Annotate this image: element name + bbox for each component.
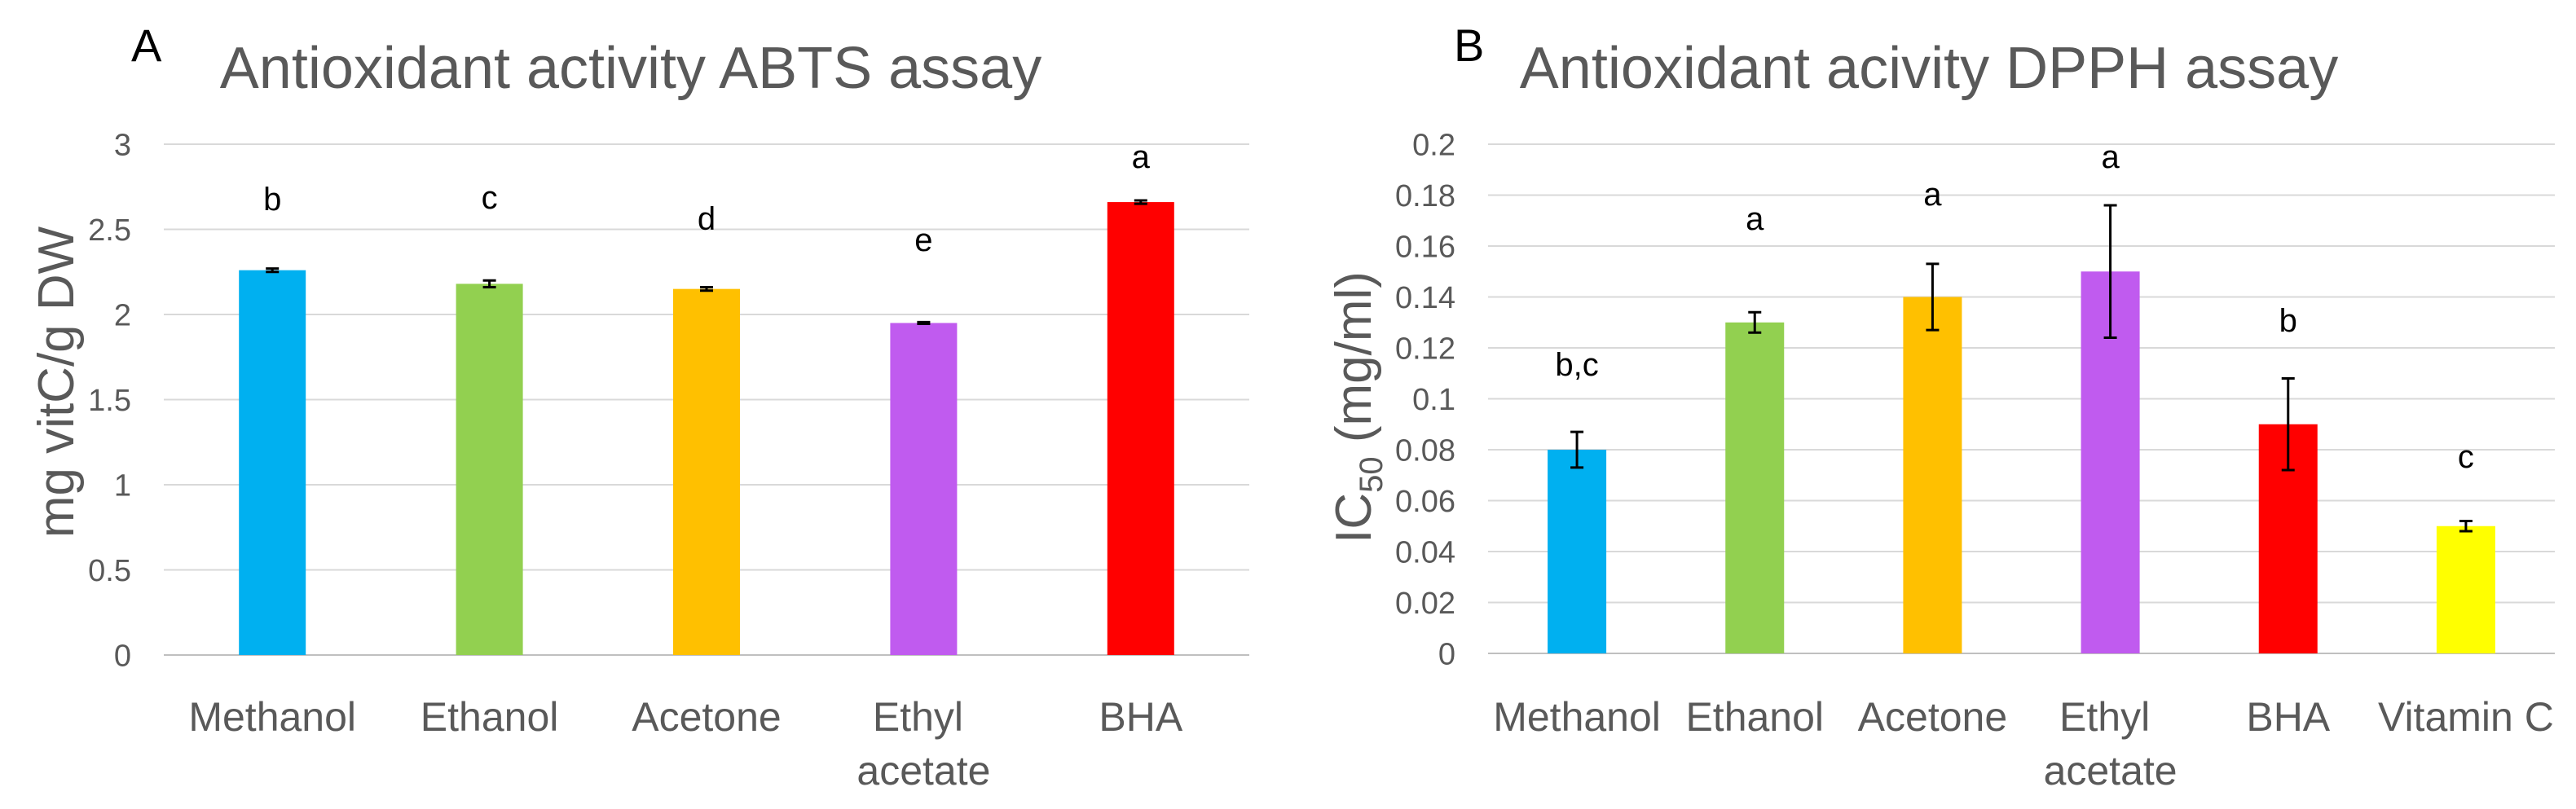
y-gridlines bbox=[1488, 143, 2555, 604]
y-tick-label: 2 bbox=[114, 298, 131, 332]
y-axis-title: IC50 (mg/ml) bbox=[1326, 271, 1389, 543]
dpph-chart-panel: B Antioxidant acivity DPPH assay 0 0.02 0.04… bbox=[1326, 20, 2555, 794]
y-axis-title-subscript: 50 bbox=[1354, 456, 1389, 493]
x-tick-label: BHA bbox=[1099, 694, 1182, 740]
x-tick-label-line: Ethyl bbox=[873, 694, 975, 740]
x-tick-label: Ethanol bbox=[1685, 694, 1824, 740]
x-tick-label: Acetone bbox=[632, 694, 781, 740]
chart-title: Antioxidant activity ABTS assay bbox=[220, 36, 1041, 101]
significance-letter: e bbox=[914, 222, 932, 258]
x-tick-label: Vitamin C bbox=[2378, 694, 2554, 740]
significance-letters: b c d e a bbox=[263, 139, 1151, 258]
significance-letter: b bbox=[263, 182, 281, 218]
error-bar-ethanol bbox=[482, 279, 496, 289]
bar-acetone bbox=[1903, 297, 1962, 653]
significance-letters: b,c a a a b c bbox=[1555, 139, 2474, 475]
panel-label: B bbox=[1454, 20, 1484, 71]
panel-label: A bbox=[131, 20, 162, 71]
error-bars bbox=[1570, 204, 2473, 533]
bars bbox=[239, 202, 1174, 655]
error-bar-ethyl-acetate bbox=[2103, 204, 2117, 339]
bar-bha bbox=[1107, 202, 1174, 655]
error-bars bbox=[266, 199, 1147, 325]
bar-acetone bbox=[673, 288, 740, 655]
y-tick-label: 0.14 bbox=[1395, 281, 1455, 315]
y-tick-label: 0.02 bbox=[1395, 587, 1455, 621]
y-tick-label: 1 bbox=[114, 468, 131, 503]
error-bar-bha bbox=[2281, 377, 2295, 472]
x-tick-label: BHA bbox=[2246, 694, 2330, 740]
significance-letter: a bbox=[1923, 177, 1942, 213]
x-tick-label: Methanol bbox=[188, 694, 356, 740]
y-axis-title-units: (mg/ml) bbox=[1326, 271, 1382, 456]
y-tick-label: 1.5 bbox=[88, 384, 131, 418]
chart-title: Antioxidant acivity DPPH assay bbox=[1520, 36, 2338, 101]
y-tick-label: 0.2 bbox=[1412, 128, 1455, 162]
x-tick-label: Ethanol bbox=[421, 694, 559, 740]
x-tick-label-line: acetate bbox=[856, 748, 990, 794]
y-tick-label: 0.5 bbox=[88, 554, 131, 588]
bar-methanol bbox=[239, 270, 306, 655]
y-tick-label: 0.16 bbox=[1395, 230, 1455, 264]
x-tick-label: Acetone bbox=[1858, 694, 2007, 740]
error-bar-ethanol bbox=[1748, 310, 1762, 334]
y-tick-labels: 0 0.5 1 1.5 2 2.5 3 bbox=[88, 128, 131, 673]
error-bar-methanol bbox=[1570, 430, 1584, 469]
error-bar-ethyl-acetate bbox=[917, 320, 931, 325]
bar-methanol bbox=[1548, 450, 1607, 653]
bar-ethanol bbox=[456, 284, 523, 655]
bar-vitamin-c bbox=[2436, 525, 2495, 653]
error-bar-methanol bbox=[266, 267, 280, 274]
significance-letter: b bbox=[2279, 303, 2297, 339]
y-axis-title-text: IC bbox=[1326, 493, 1382, 543]
bar-ethanol bbox=[1725, 322, 1785, 653]
y-axis-title: mg vitC/g DW bbox=[29, 226, 85, 538]
significance-letter: d bbox=[698, 201, 716, 237]
error-bar-bha bbox=[1134, 199, 1147, 205]
y-tick-label: 0 bbox=[114, 639, 131, 673]
error-bar-acetone bbox=[700, 286, 713, 292]
y-tick-label: 0 bbox=[1438, 637, 1455, 671]
y-tick-label: 0.1 bbox=[1412, 383, 1455, 417]
error-bar-acetone bbox=[1926, 262, 1940, 332]
abts-chart-panel: A Antioxidant activity ABTS assay 0 0.5 1 1.5… bbox=[29, 20, 1249, 794]
y-axis-title-text: mg vitC/g DW bbox=[29, 226, 85, 538]
y-tick-label: 3 bbox=[114, 128, 131, 162]
y-tick-labels: 0 0.02 0.04 0.06 0.08 0.1 0.12 0.14 0.16 0.18 0.2 bbox=[1395, 128, 1455, 671]
x-tick-label-line: acetate bbox=[2044, 748, 2177, 794]
error-bar-vitamin-c bbox=[2459, 520, 2473, 533]
y-tick-label: 0.18 bbox=[1395, 179, 1455, 213]
y-tick-label: 0.08 bbox=[1395, 433, 1455, 468]
x-tick-label: Ethyl acetate bbox=[856, 694, 990, 794]
x-tick-label-line: Ethyl bbox=[2059, 694, 2161, 740]
bar-ethyl-acetate bbox=[890, 323, 958, 655]
x-tick-labels: Methanol Ethanol Acetone Ethyl acetate BHA bbox=[188, 694, 1183, 794]
significance-letter: a bbox=[1746, 201, 1764, 237]
significance-letter: a bbox=[1132, 139, 1151, 175]
x-tick-label: Ethyl acetate bbox=[2044, 694, 2177, 794]
y-tick-label: 0.12 bbox=[1395, 332, 1455, 366]
bars bbox=[1548, 271, 2495, 653]
significance-letter: b,c bbox=[1555, 347, 1598, 383]
significance-letter: a bbox=[2101, 139, 2120, 175]
y-tick-label: 0.06 bbox=[1395, 485, 1455, 519]
x-tick-labels: Methanol Ethanol Acetone Ethyl acetate BHA Vi… bbox=[1493, 694, 2554, 794]
y-tick-label: 0.04 bbox=[1395, 535, 1455, 569]
significance-letter: c bbox=[482, 180, 498, 216]
significance-letter: c bbox=[2458, 439, 2474, 475]
x-tick-label: Methanol bbox=[1493, 694, 1661, 740]
y-tick-label: 2.5 bbox=[88, 213, 131, 248]
